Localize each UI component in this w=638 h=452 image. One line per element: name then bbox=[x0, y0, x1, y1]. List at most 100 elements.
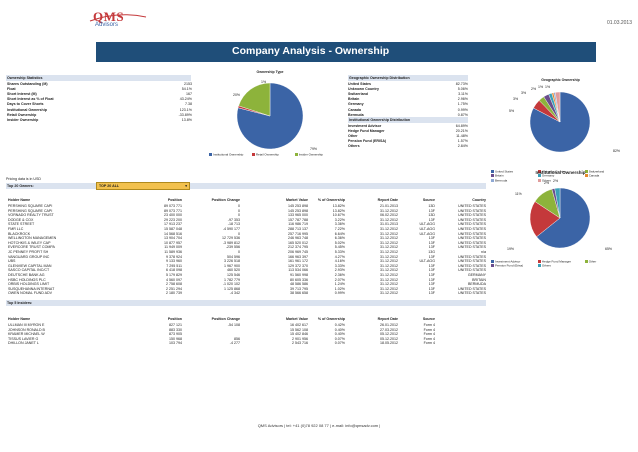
table-cell: 166 963 397 bbox=[288, 254, 308, 259]
legend-item: Retail Ownership bbox=[251, 152, 295, 157]
table-cell: 13D bbox=[428, 213, 435, 218]
table-cell: Form 4 bbox=[423, 327, 435, 332]
table-cell: 89 073 771 bbox=[164, 208, 182, 213]
stat-value: 7.38 bbox=[185, 102, 192, 107]
table-cell: -97 353 bbox=[227, 217, 240, 222]
table-cell: ULT-AGG bbox=[419, 231, 435, 236]
table-cell: 5.02% bbox=[334, 240, 345, 245]
stat-row: Float 54.1% bbox=[7, 87, 192, 92]
table-cell: 4.16% bbox=[334, 259, 345, 264]
stat-value: 123.1% bbox=[179, 107, 192, 112]
table-cell: GERMANY bbox=[467, 273, 486, 277]
table-cell: 0 bbox=[238, 208, 240, 213]
pie-slice-investment-advisor bbox=[536, 187, 591, 249]
column-header: Position bbox=[167, 198, 182, 202]
legend-swatch bbox=[491, 264, 494, 268]
legend-label: Hedge Fund Manager bbox=[541, 259, 572, 263]
table-cell: 89 073 771 bbox=[164, 204, 182, 208]
table-cell: 11 949 009 bbox=[164, 245, 182, 250]
table-cell: UNITED STATES bbox=[458, 245, 486, 250]
geo-chart-title: Geographic Ownership bbox=[541, 78, 580, 82]
table-cell: -239 556 bbox=[225, 245, 240, 250]
stat-row: Shares Outstanding (M) 2153 bbox=[7, 82, 192, 87]
table-cell: 13F bbox=[428, 240, 435, 245]
table-cell: 827 121 bbox=[169, 323, 182, 327]
table-row: ORBIS HOLDINGS LIMIT 2 758 608 -1 020 102 4… bbox=[0, 282, 490, 287]
stat-row: Insider Ownership 13.8% bbox=[7, 118, 192, 123]
pie-label: 1% bbox=[261, 80, 266, 84]
top-owners-label: Top 20 Owners: bbox=[7, 184, 34, 188]
pie-label: 3% bbox=[521, 91, 526, 95]
table-cell: 2.93% bbox=[334, 268, 345, 273]
table-cell: 48 586 586 bbox=[290, 282, 308, 287]
table-cell: 31.12.2012 bbox=[380, 250, 398, 254]
table-cell: SASCO CAPITAL INC/CT bbox=[8, 268, 50, 273]
table-cell: 31.12.2012 bbox=[380, 268, 398, 273]
table-row: PERSHING SQUARE CAPI 89 073 771 0 145 253 8… bbox=[0, 209, 490, 214]
legend-label: Others bbox=[541, 177, 551, 182]
table-cell: 116 986 719 bbox=[288, 222, 308, 227]
geo-distribution-heading: Geographic Ownership Distribution bbox=[348, 75, 468, 81]
column-header: % of Ownership bbox=[317, 198, 345, 202]
geo-chart-box: Geographic Ownership 82% 5% 3% 3% 2% 1% 1% Uni… bbox=[487, 74, 634, 192]
table-cell: 17 913 237 bbox=[164, 222, 182, 227]
legend-item: Other bbox=[584, 259, 632, 264]
table-row: SASCO CAPITAL INC/CT 6 418 098 460 520 113 … bbox=[0, 268, 490, 273]
table-row: KRAMER MICHAEL W 873 905 15 402 846 0.40% 05… bbox=[0, 332, 490, 337]
table-cell: SUSQUEHANNA INTERNAT bbox=[8, 286, 55, 291]
table-cell: 7 295 511 bbox=[166, 263, 182, 268]
table-row: JOHNSON RONALD B 883 330 15 562 108 0.40% 27… bbox=[0, 328, 490, 333]
inst-chart-title: Institutional Ownership bbox=[535, 170, 586, 175]
stat-label: Bermuda bbox=[348, 112, 364, 117]
stat-label: Short Interest (M) bbox=[7, 92, 37, 97]
table-cell: 31.12.2012 bbox=[380, 245, 398, 250]
table-cell: 125 546 bbox=[227, 273, 240, 277]
stat-row: Switzerland 3.11% bbox=[348, 92, 468, 97]
table-cell: n/a bbox=[481, 250, 486, 254]
column-header: Holder Name bbox=[8, 317, 31, 321]
table-row: HSBC HOLDINGS PLC 4 560 097 1 782 779 80 60… bbox=[0, 278, 490, 283]
table-cell: 9 133 960 bbox=[166, 259, 182, 264]
table-cell: 165 520 012 bbox=[288, 240, 308, 245]
legend-label: Other bbox=[588, 259, 597, 263]
stat-value: 11.48% bbox=[456, 134, 468, 139]
table-row: EVERCORE TRUST COMPA 11 949 009 -239 556 21… bbox=[0, 245, 490, 250]
table-cell: 38 566 658 bbox=[290, 291, 308, 296]
table-cell: UNITED STATES bbox=[458, 217, 486, 222]
stat-value: 2153 bbox=[184, 82, 192, 86]
table-cell: -3 989 812 bbox=[222, 240, 240, 245]
table-cell: DODGE & COX bbox=[8, 217, 34, 222]
stat-value: 43.24% bbox=[179, 97, 192, 102]
table-cell: 05.12.2012 bbox=[380, 336, 398, 341]
table-cell: 31.12.2012 bbox=[380, 231, 398, 236]
stat-row: United States 82.73% bbox=[348, 82, 468, 87]
table-cell: 0 bbox=[238, 213, 240, 218]
table-cell: 161 961 172 bbox=[288, 259, 308, 264]
table-cell: 15 587 048 bbox=[164, 227, 182, 231]
table-cell: ULT-AGG bbox=[419, 259, 435, 264]
top-owners-filter-select[interactable]: TOP 20 ALL ▾ bbox=[96, 182, 190, 190]
legend-swatch bbox=[209, 152, 212, 156]
stat-value: 167 bbox=[186, 92, 192, 97]
table-cell: 6 418 098 bbox=[166, 268, 182, 273]
table-cell: BERMUDA bbox=[468, 282, 486, 287]
table-cell: 460 520 bbox=[227, 268, 240, 273]
table-cell: 31.01.2013 bbox=[380, 222, 398, 227]
table-cell: 6.64% bbox=[334, 231, 345, 236]
table-cell: 0.99% bbox=[334, 291, 345, 296]
column-header: Report Date bbox=[377, 317, 398, 321]
table-cell: 31.12.2012 bbox=[380, 217, 398, 222]
table-cell: 3 226 518 bbox=[224, 259, 240, 264]
table-cell: 15 562 108 bbox=[290, 327, 308, 332]
table-cell: 13F bbox=[428, 245, 435, 250]
table-cell: 18.05.2012 bbox=[380, 341, 398, 346]
title-banner bbox=[96, 42, 596, 62]
table-cell: STATE STREET bbox=[8, 222, 35, 227]
legend-item: Pension Fund (Erisa) bbox=[491, 264, 538, 268]
legend-label: Pension Fund (Erisa) bbox=[495, 263, 524, 268]
table-cell: WELLINGTON MANAGEMEN bbox=[8, 236, 57, 241]
column-header: % of Ownership bbox=[317, 317, 345, 321]
table-row: VORNADO REALTY TRUST 23 400 000 0 133 965 0… bbox=[0, 213, 490, 218]
table-cell: 0 bbox=[238, 204, 240, 208]
top-owners-heading: Top 20 Owners: bbox=[6, 183, 486, 189]
